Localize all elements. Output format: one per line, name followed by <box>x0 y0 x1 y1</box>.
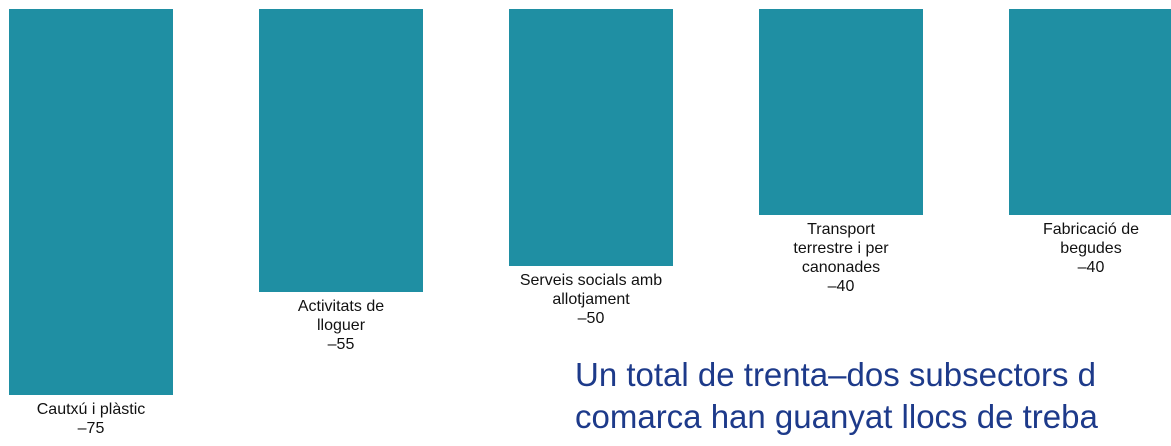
bar-label: Cautxú i plàstic –75 <box>6 400 176 438</box>
category-label: Transport terrestre i per canonades <box>793 220 889 276</box>
category-label: Fabricació de begudes <box>1042 220 1140 257</box>
category-label: Activitats de lloguer <box>297 298 385 335</box>
bar-label: Serveis socials amb allotjament –50 <box>506 271 676 328</box>
bar <box>9 9 173 395</box>
value-label: –55 <box>327 336 355 354</box>
annotation: Un total de trenta–dos subsectors d coma… <box>575 354 1171 438</box>
value-label: –75 <box>77 420 105 437</box>
bar <box>1009 9 1171 215</box>
annotation-line: Un total de trenta–dos subsectors d <box>575 356 1096 393</box>
bar-label: Transport terrestre i per canonades –40 <box>776 220 906 296</box>
category-label: Cautxú i plàstic <box>36 401 146 418</box>
bar <box>759 9 923 215</box>
category-label: Serveis socials amb allotjament <box>519 272 663 309</box>
value-label: –40 <box>827 277 855 295</box>
value-label: –40 <box>1077 258 1105 276</box>
bar <box>509 9 673 267</box>
bar <box>259 9 423 293</box>
bar-label: Activitats de lloguer –55 <box>286 297 396 354</box>
bar-label: Fabricació de begudes –40 <box>1031 220 1151 277</box>
value-label: –50 <box>577 310 605 328</box>
annotation-line: comarca han guanyat llocs de treba <box>575 398 1098 435</box>
